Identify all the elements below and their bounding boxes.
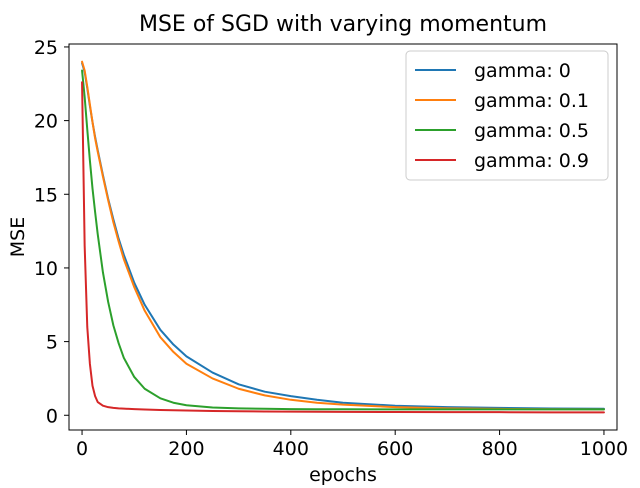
- legend-label-1: gamma: 0.1: [474, 90, 589, 112]
- chart-title: MSE of SGD with varying momentum: [139, 12, 547, 37]
- plot-frame: [68, 43, 618, 431]
- legend: gamma: 0 gamma: 0.1 gamma: 0.5 gamma: 0.9: [405, 50, 609, 181]
- x-tick-label: 1000: [580, 438, 628, 460]
- axes-layer: 0 200 400 600 800 1000 0 5 10 15 20 25: [34, 37, 628, 460]
- series-line-1: [81, 60, 605, 411]
- legend-label-3: gamma: 0.9: [474, 150, 589, 172]
- x-axis-label: epochs: [309, 464, 377, 486]
- y-tick-label: 20: [34, 111, 58, 133]
- x-tick-label: 600: [377, 438, 413, 460]
- y-tick-label: 10: [34, 258, 58, 280]
- series-line-2: [81, 69, 605, 411]
- y-tick-label: 5: [46, 332, 58, 354]
- y-axis-label: MSE: [7, 217, 29, 257]
- series-line-3: [81, 81, 605, 414]
- x-tick-label: 800: [481, 438, 517, 460]
- x-tick-label: 0: [76, 438, 88, 460]
- y-tick-label: 0: [46, 405, 58, 427]
- x-tick-label: 400: [273, 438, 309, 460]
- x-tick-label: 200: [168, 438, 204, 460]
- y-tick-label: 25: [34, 37, 58, 59]
- y-tick-label: 15: [34, 184, 58, 206]
- legend-label-0: gamma: 0: [474, 60, 571, 82]
- legend-label-2: gamma: 0.5: [474, 120, 589, 142]
- legend-box: [405, 50, 609, 181]
- series-layer: [81, 60, 605, 414]
